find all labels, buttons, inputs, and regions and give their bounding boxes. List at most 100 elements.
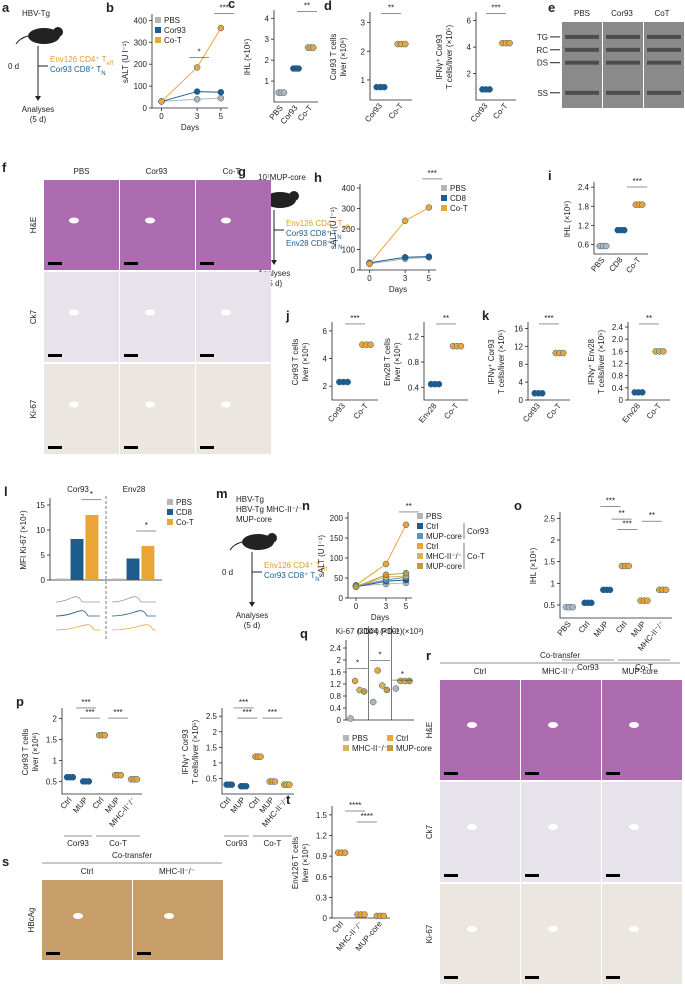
scale-bar	[606, 874, 620, 877]
micrograph	[440, 782, 520, 882]
significance: ***	[544, 314, 553, 323]
scale-bar	[200, 354, 214, 357]
data-point	[280, 89, 288, 96]
gel-band	[647, 47, 681, 52]
y-tick-label: 4	[519, 378, 524, 387]
data-point	[383, 686, 391, 694]
data-point	[379, 682, 386, 689]
vessel	[221, 309, 231, 316]
vessel	[69, 217, 79, 224]
legend-label: MUP-core	[426, 562, 463, 571]
y-tick-label: 12	[514, 342, 523, 351]
data-point	[193, 88, 201, 95]
x-tick-label: 3	[403, 274, 408, 283]
panel-letter: j	[285, 308, 290, 323]
mouse-icon	[242, 534, 274, 550]
y-tick-label: 4	[265, 14, 270, 23]
histogram-trace	[55, 596, 100, 603]
significance: *	[90, 490, 93, 499]
data-point	[101, 731, 109, 739]
y-tick-label: 2	[53, 714, 58, 723]
legend-label: PBS	[426, 512, 442, 521]
legend-swatch	[155, 27, 161, 33]
axis-line	[273, 10, 318, 103]
y-tick-label: 1	[551, 579, 556, 588]
cell-label: Cor93 CD8⁺ TN	[50, 65, 106, 77]
panel-letter: g	[238, 164, 246, 179]
x-tick-label: Ctrl	[614, 619, 629, 634]
x-tick-label: Cor93	[326, 401, 347, 424]
y-axis-label: liver (×10⁶)	[301, 843, 310, 882]
y-tick-label: 0.4	[612, 384, 624, 393]
significance: ***	[268, 708, 277, 717]
x-tick-label: MUP	[229, 796, 247, 815]
panel-letter: p	[16, 694, 24, 709]
y-tick-label: 1.8	[578, 202, 590, 211]
bar	[126, 558, 140, 580]
data-point	[401, 217, 409, 225]
micrograph	[440, 680, 520, 780]
data-point	[560, 349, 567, 357]
vessel	[629, 722, 639, 728]
data-point	[347, 715, 354, 722]
legend-swatch	[417, 533, 423, 539]
legend-swatch	[167, 509, 173, 515]
y-tick-label: 0.8	[330, 692, 342, 701]
y-tick-label: 1	[265, 77, 270, 86]
marker-label: SS	[537, 89, 548, 98]
vessel	[467, 824, 477, 830]
data-point	[620, 226, 628, 234]
result-label: (5 d)	[244, 621, 261, 630]
legend-swatch	[167, 499, 173, 505]
y-tick-label: 15	[36, 501, 45, 510]
legend-label: MHC-II⁻/⁻	[426, 552, 462, 561]
panel-letter: m	[216, 486, 228, 501]
panel-letter: t	[286, 792, 291, 807]
axis-line	[423, 322, 468, 401]
data-point	[402, 521, 410, 529]
panel-letter: s	[2, 854, 9, 869]
scale-bar	[48, 354, 62, 357]
y-tick-label: 1.6	[330, 668, 342, 677]
group-label: Co-T	[635, 663, 653, 672]
gel-band	[565, 60, 599, 65]
y-tick-label: 2	[361, 47, 366, 56]
legend-swatch	[343, 745, 349, 751]
y-tick-label: 0.4	[330, 704, 342, 713]
micrograph	[602, 680, 682, 780]
y-tick-label: 0.5	[206, 774, 218, 783]
scale-bar	[525, 874, 539, 877]
legend-label: MUP-core	[426, 532, 463, 541]
axis-line	[331, 322, 378, 401]
vessel	[467, 926, 477, 932]
micrograph	[521, 782, 601, 882]
x-axis-label: Days	[389, 285, 407, 294]
significance: *	[378, 651, 381, 660]
panel-letter: r	[426, 648, 431, 663]
group-label: Cor93	[226, 839, 248, 848]
cell-subscript: eff	[107, 61, 114, 67]
column-label: MUP-core	[622, 667, 659, 676]
scale-bar	[124, 262, 138, 265]
host-label: MUP-core	[236, 515, 273, 524]
scale-bar	[137, 952, 151, 955]
data-point	[402, 40, 409, 48]
y-axis-label: T cells/liver (×10⁵)	[497, 330, 506, 395]
scale-bar	[46, 952, 60, 955]
panel-letter: q	[300, 626, 308, 641]
gel-band	[606, 47, 640, 52]
vessel	[467, 722, 477, 728]
cell-subscript: N	[337, 235, 341, 241]
gel-band	[647, 34, 681, 39]
marker-label: TG	[537, 33, 548, 42]
data-point	[257, 753, 264, 760]
y-axis-label: Env28 T cells	[383, 338, 392, 386]
y-tick-label: 0	[351, 266, 356, 275]
y-tick-label: 1	[53, 756, 58, 765]
x-tick-label: 3	[384, 602, 389, 611]
group-label: Cor93	[67, 839, 89, 848]
data-point	[569, 603, 576, 611]
x-tick-label: Co-T	[442, 401, 460, 420]
group-label: Co-T	[264, 839, 282, 848]
y-tick-label: 1.6	[612, 347, 624, 356]
